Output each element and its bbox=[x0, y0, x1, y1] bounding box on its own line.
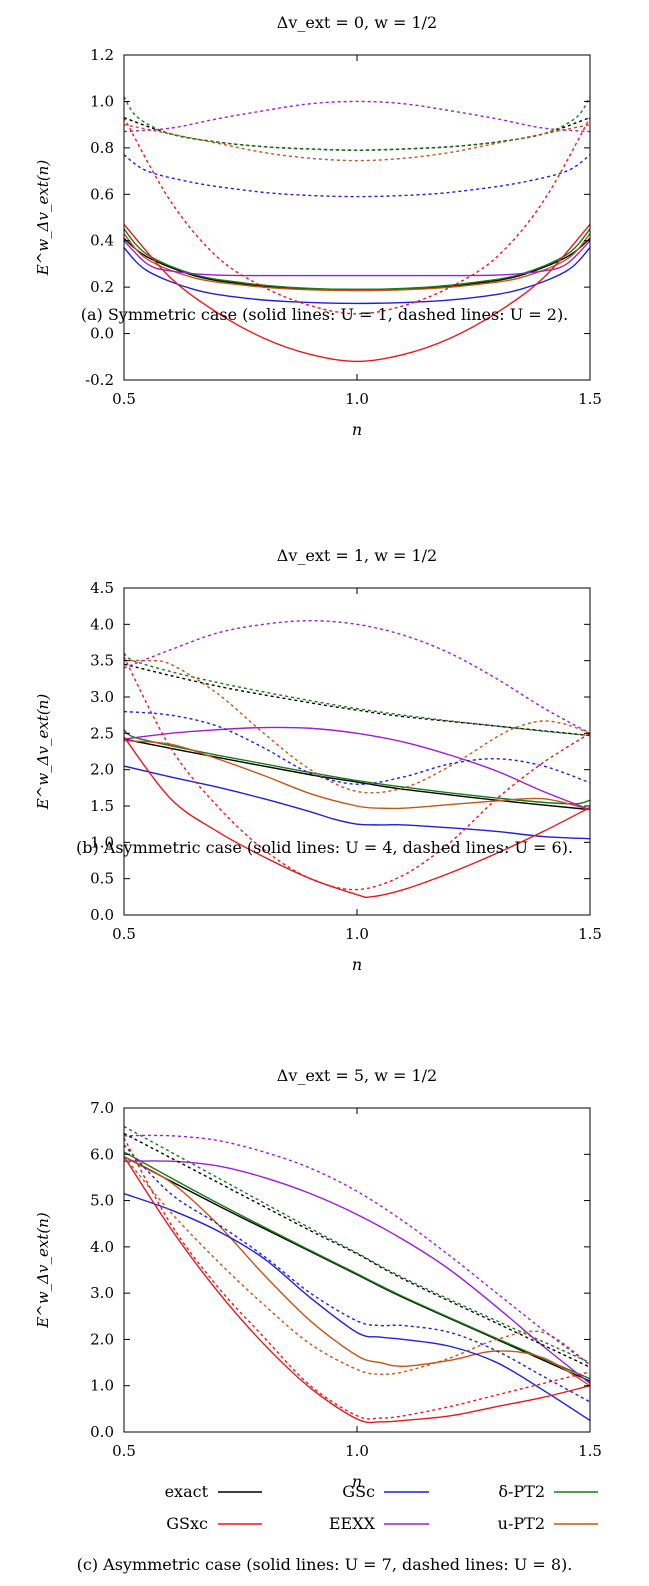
panel-1-ytick-label-1: 0.0 bbox=[90, 325, 114, 343]
caption-a: (a) Symmetric case (solid lines: U = 1, … bbox=[80, 305, 569, 324]
panel-1-series-EEXX-dashed bbox=[123, 100, 591, 133]
panel-3-title: Δv_ext = 5, w = 1/2 bbox=[277, 1066, 437, 1085]
panel-2-xtick-label-0: 0.5 bbox=[112, 925, 136, 943]
panel-3-ytick-label-0: 0.0 bbox=[90, 1423, 114, 1441]
legend-label-exact: exact bbox=[165, 1482, 209, 1501]
panel-3-series-GSxc-dashed bbox=[123, 1137, 591, 1420]
panel-3-frame bbox=[123, 1107, 591, 1433]
panel-2-ylabel: E^w_Δv_ext(n) bbox=[34, 694, 52, 811]
panel-3-ytick-label-1: 1.0 bbox=[90, 1377, 114, 1395]
panel-1-ytick-label-2: 0.2 bbox=[90, 278, 114, 296]
panel-2-series-uPT2-solid bbox=[123, 739, 591, 811]
panel-2-series-EEXX-dashed bbox=[123, 620, 591, 734]
panel-2-ytick-label-5: 2.5 bbox=[90, 724, 114, 742]
panel-2-ytick-label-7: 3.5 bbox=[90, 652, 114, 670]
legend-label-GSxc: GSxc bbox=[166, 1514, 208, 1533]
panel-3-series-uPT2-dashed bbox=[123, 1156, 591, 1376]
panel-1-ytick-label-3: 0.4 bbox=[90, 232, 114, 250]
panel-3-series-PT2-solid bbox=[123, 1151, 591, 1380]
legend-label-EEXX: EEXX bbox=[329, 1514, 376, 1533]
panel-1-frame bbox=[123, 54, 591, 381]
panel-2-xtick-label-2: 1.5 bbox=[578, 925, 602, 943]
panel-1-series-EEXX-solid bbox=[123, 240, 591, 277]
panel-3-ytick-label-7: 7.0 bbox=[90, 1099, 114, 1117]
panel-3-ytick-label-5: 5.0 bbox=[90, 1192, 114, 1210]
panel-3-ytick-label-6: 6.0 bbox=[90, 1145, 114, 1163]
panel-2-series-exact-solid bbox=[123, 738, 591, 811]
panel-3-xtick-label-2: 1.5 bbox=[578, 1442, 602, 1460]
panel-1-series-uPT2-solid bbox=[123, 233, 591, 292]
panel-2-series-PT2-solid bbox=[123, 729, 591, 805]
panel-3-series-exact-dashed bbox=[123, 1132, 591, 1368]
panel-1-series-PT2-dashed bbox=[123, 96, 591, 151]
panel-3-series-PT2-dashed bbox=[123, 1125, 591, 1364]
panel-1-xtick-label-1: 1.0 bbox=[345, 390, 369, 408]
panel-1-ylabel: E^w_Δv_ext(n) bbox=[34, 160, 52, 277]
panel-2-series-GSxc-solid bbox=[123, 736, 591, 899]
panel-2-title: Δv_ext = 1, w = 1/2 bbox=[277, 546, 437, 565]
panel-1-ytick-label-6: 1.0 bbox=[90, 92, 114, 110]
panel-3-xtick-label-1: 1.0 bbox=[345, 1442, 369, 1460]
panel-1-xlabel: n bbox=[352, 420, 362, 439]
panel-1-xtick-label-0: 0.5 bbox=[112, 390, 136, 408]
panel-2-ytick-label-4: 2.0 bbox=[90, 761, 114, 779]
caption-c: (c) Asymmetric case (solid lines: U = 7,… bbox=[76, 1555, 573, 1574]
legend-label-PT2: δ-PT2 bbox=[498, 1482, 545, 1501]
panel-1-series-exact-dashed bbox=[123, 117, 591, 151]
panel-1-series-GSxc-dashed bbox=[123, 117, 591, 315]
legend-label-GSc: GSc bbox=[342, 1482, 375, 1501]
panel-1-xtick-label-2: 1.5 bbox=[578, 390, 602, 408]
panel-3-xlabel: n bbox=[352, 1472, 362, 1491]
panel-1-ytick-label-0: -0.2 bbox=[85, 371, 114, 389]
panel-3-series-EEXX-dashed bbox=[123, 1134, 591, 1366]
legend-label-uPT2: u-PT2 bbox=[498, 1514, 545, 1533]
panel-2-xlabel: n bbox=[352, 955, 362, 974]
panel-2-ytick-label-2: 1.0 bbox=[90, 833, 114, 851]
panel-1-series-GSxc-solid bbox=[123, 223, 591, 363]
panel-1-series-exact-solid bbox=[123, 237, 591, 291]
panel-2-ytick-label-1: 0.5 bbox=[90, 870, 114, 888]
panel-2-frame bbox=[123, 587, 591, 916]
panel-2-series-exact-dashed bbox=[123, 663, 591, 737]
panel-3-ytick-label-4: 4.0 bbox=[90, 1238, 114, 1256]
panel-1-series-uPT2-dashed bbox=[123, 123, 591, 162]
panel-1-series-GSc-dashed bbox=[123, 154, 591, 198]
panel-2-ytick-label-8: 4.0 bbox=[90, 615, 114, 633]
panel-3-series-GSxc-solid bbox=[123, 1156, 591, 1424]
panel-3-ytick-label-3: 3.0 bbox=[90, 1284, 114, 1302]
panel-3-ytick-label-2: 2.0 bbox=[90, 1330, 114, 1348]
panel-2-ytick-label-3: 1.5 bbox=[90, 797, 114, 815]
panel-2-ytick-label-9: 4.5 bbox=[90, 579, 114, 597]
panel-1-ytick-label-7: 1.2 bbox=[90, 46, 114, 64]
panel-2-series-GSxc-dashed bbox=[123, 656, 591, 891]
panel-2-ytick-label-0: 0.0 bbox=[90, 906, 114, 924]
panel-3-series-GSc-solid bbox=[123, 1192, 591, 1422]
panel-3-series-EEXX-solid bbox=[123, 1160, 591, 1384]
panel-2-series-GSc-solid bbox=[123, 765, 591, 840]
panel-1-series-GSc-solid bbox=[123, 247, 591, 305]
panel-2-series-EEXX-solid bbox=[123, 726, 591, 811]
panel-1-ytick-label-5: 0.8 bbox=[90, 139, 114, 157]
caption-b: (b) Asymmetric case (solid lines: U = 4,… bbox=[75, 838, 574, 857]
panel-3-ylabel: E^w_Δv_ext(n) bbox=[34, 1212, 52, 1329]
panel-2-xtick-label-1: 1.0 bbox=[345, 925, 369, 943]
panel-2-series-uPT2-dashed bbox=[123, 659, 591, 794]
panel-2-series-GSc-dashed bbox=[123, 710, 591, 785]
panel-2-ytick-label-6: 3.0 bbox=[90, 688, 114, 706]
panel-1-title: Δv_ext = 0, w = 1/2 bbox=[277, 13, 437, 32]
panel-3-xtick-label-0: 0.5 bbox=[112, 1442, 136, 1460]
panel-2-series-PT2-dashed bbox=[123, 652, 591, 737]
panel-1-ytick-label-4: 0.6 bbox=[90, 185, 114, 203]
panel-1-series-PT2-solid bbox=[123, 228, 591, 291]
